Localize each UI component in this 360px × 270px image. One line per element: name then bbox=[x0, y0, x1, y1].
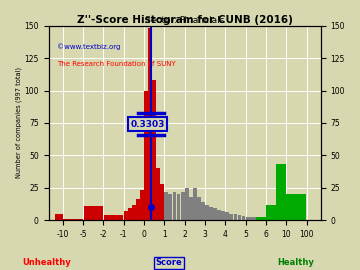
Bar bbox=[165, 192, 168, 220]
Bar bbox=[209, 207, 213, 220]
Bar bbox=[205, 205, 209, 220]
Bar bbox=[201, 202, 205, 220]
Text: Unhealthy: Unhealthy bbox=[22, 258, 71, 267]
Bar bbox=[189, 197, 193, 220]
Bar bbox=[234, 214, 237, 220]
Text: Sector: Financials: Sector: Financials bbox=[145, 16, 224, 25]
Text: ©www.textbiz.org: ©www.textbiz.org bbox=[57, 43, 120, 50]
Bar bbox=[172, 192, 176, 220]
Bar bbox=[225, 212, 229, 220]
Bar bbox=[177, 194, 180, 220]
Text: The Research Foundation of SUNY: The Research Foundation of SUNY bbox=[57, 61, 175, 67]
Bar bbox=[229, 214, 233, 220]
Bar bbox=[246, 218, 256, 220]
Bar bbox=[266, 205, 276, 220]
Bar bbox=[217, 210, 221, 220]
Bar bbox=[238, 215, 242, 220]
Text: 0.3303: 0.3303 bbox=[130, 120, 165, 129]
Bar bbox=[287, 194, 306, 220]
Text: Score: Score bbox=[156, 258, 183, 267]
Text: Healthy: Healthy bbox=[277, 258, 314, 267]
Bar bbox=[136, 199, 140, 220]
Bar bbox=[124, 211, 128, 220]
Bar bbox=[152, 80, 156, 220]
Bar bbox=[104, 215, 123, 220]
Bar bbox=[276, 164, 286, 220]
Bar bbox=[181, 192, 185, 220]
Bar bbox=[128, 208, 132, 220]
Bar bbox=[148, 28, 152, 220]
Bar bbox=[160, 184, 164, 220]
Bar bbox=[221, 211, 225, 220]
Bar bbox=[156, 168, 160, 220]
Bar bbox=[197, 197, 201, 220]
Bar bbox=[286, 194, 287, 220]
Bar bbox=[63, 219, 82, 220]
Bar bbox=[55, 214, 63, 220]
Bar bbox=[144, 90, 148, 220]
Bar bbox=[132, 205, 136, 220]
Bar bbox=[140, 190, 144, 220]
Bar bbox=[185, 188, 189, 220]
Bar bbox=[84, 206, 103, 220]
Bar bbox=[193, 188, 197, 220]
Y-axis label: Number of companies (997 total): Number of companies (997 total) bbox=[15, 68, 22, 178]
Bar bbox=[242, 216, 246, 220]
Bar bbox=[256, 218, 266, 220]
Title: Z''-Score Histogram for CUNB (2016): Z''-Score Histogram for CUNB (2016) bbox=[77, 15, 293, 25]
Bar bbox=[168, 194, 172, 220]
Bar bbox=[213, 208, 217, 220]
